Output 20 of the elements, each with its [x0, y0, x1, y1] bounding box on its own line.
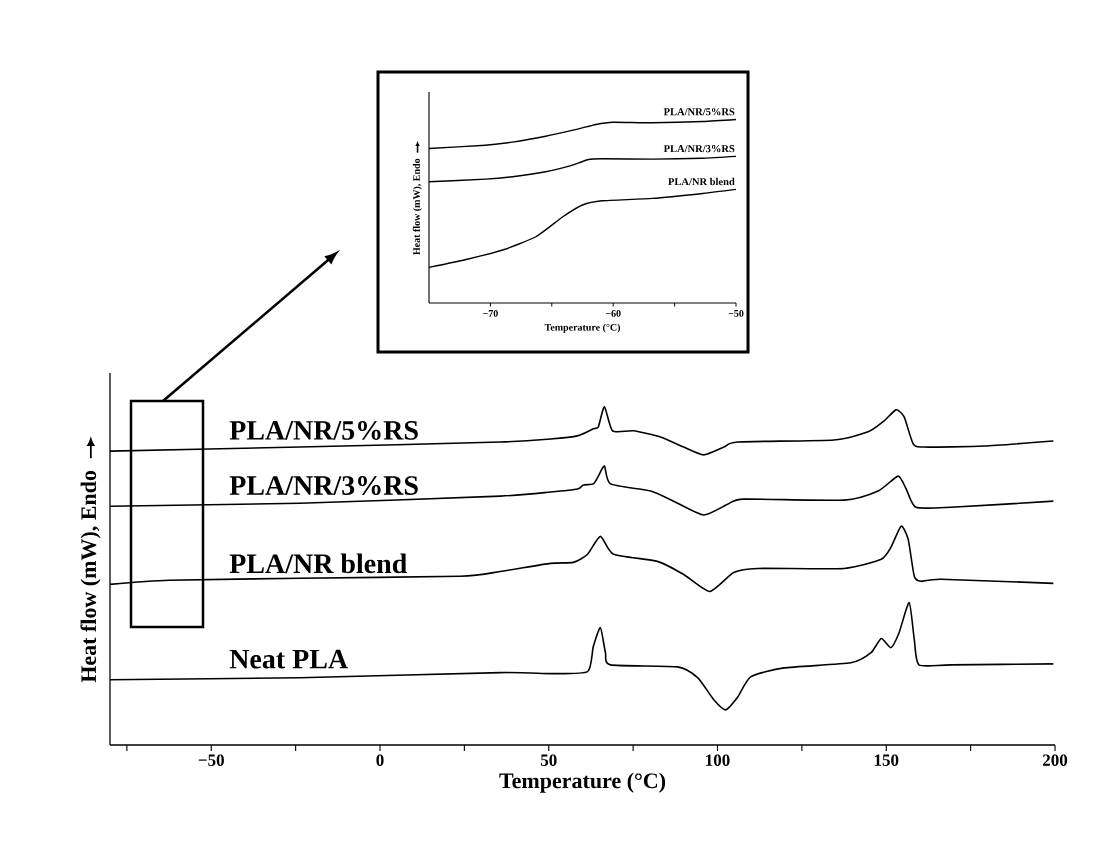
x-tick-label: −60 [605, 310, 621, 317]
series-label: PLA/NR/5%RS [229, 420, 418, 440]
series-label: PLA/NR blend [229, 553, 407, 574]
x-tick-label: 100 [706, 754, 730, 766]
x-tick-label: −50 [728, 310, 744, 317]
x-tick-label: 200 [1042, 754, 1068, 766]
series-label: PLA/NR/5%RS [663, 108, 735, 116]
series-label: Neat PLA [229, 649, 348, 669]
y-axis-title: Heat flow (mW), Endo [412, 158, 422, 255]
x-tick-label: 50 [540, 754, 557, 766]
x-tick-label: −70 [483, 310, 498, 317]
x-axis-title: Temperature (°C) [499, 772, 666, 793]
x-tick-label: 0 [376, 754, 384, 766]
series-label: PLA/NR/3%RS [229, 476, 418, 496]
series-label: PLA/NR blend [668, 177, 735, 186]
x-tick-label: 150 [874, 754, 899, 766]
x-axis-title: Temperature (°C) [544, 323, 621, 333]
series-label: PLA/NR/3%RS [663, 145, 735, 153]
y-axis-title: Heat flow (mW), Endo [80, 470, 101, 683]
x-tick-label: −50 [198, 754, 224, 766]
